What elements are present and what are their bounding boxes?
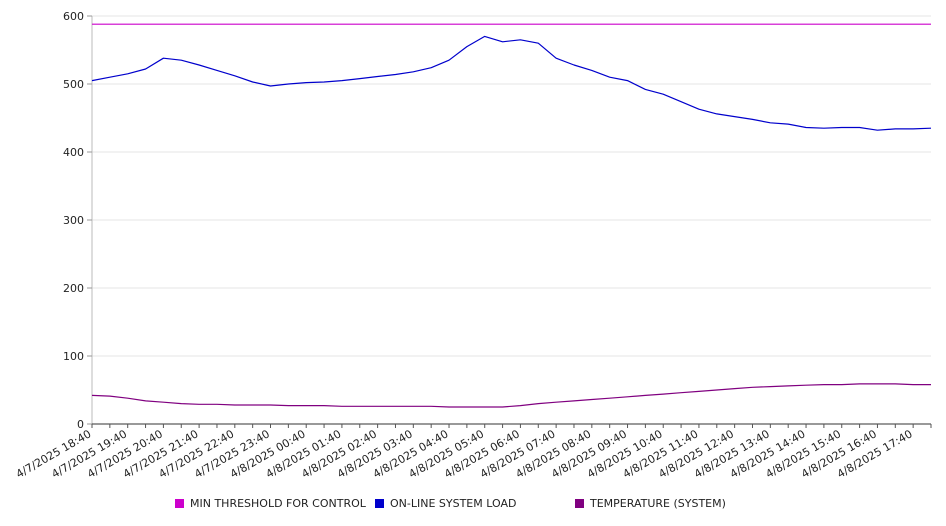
x-axis-ticks: 4/7/2025 18:404/7/2025 19:404/7/2025 20:…: [14, 424, 932, 481]
y-tick-label: 400: [63, 146, 84, 159]
legend-swatch-min-threshold: [175, 499, 184, 508]
legend-item-online-system-load: ON-LINE SYSTEM LOAD: [375, 497, 516, 510]
legend-label-online-system-load: ON-LINE SYSTEM LOAD: [390, 497, 517, 510]
y-tick-label: 0: [77, 418, 84, 431]
y-tick-label: 600: [63, 10, 84, 23]
legend-swatch-online-system-load: [375, 499, 384, 508]
y-tick-label: 300: [63, 214, 84, 227]
y-tick-label: 500: [63, 78, 84, 91]
y-tick-label: 100: [63, 350, 84, 363]
legend-label-temperature: TEMPERATURE (SYSTEM): [590, 497, 726, 510]
legend-item-temperature: TEMPERATURE (SYSTEM): [575, 497, 726, 510]
y-tick-label: 200: [63, 282, 84, 295]
legend-label-min-threshold: MIN THRESHOLD FOR CONTROL: [190, 497, 366, 510]
series-lines: [91, 23, 932, 408]
series-line-temperature: [91, 383, 931, 408]
legend: MIN THRESHOLD FOR CONTROL ON-LINE SYSTEM…: [0, 497, 946, 515]
legend-item-min-threshold: MIN THRESHOLD FOR CONTROL: [175, 497, 366, 510]
legend-swatch-temperature: [575, 499, 584, 508]
y-axis-ticks: 0 100 200 300 400 500 600: [63, 10, 92, 431]
series-line-online-system-load: [91, 35, 932, 131]
gridlines: [92, 15, 931, 357]
